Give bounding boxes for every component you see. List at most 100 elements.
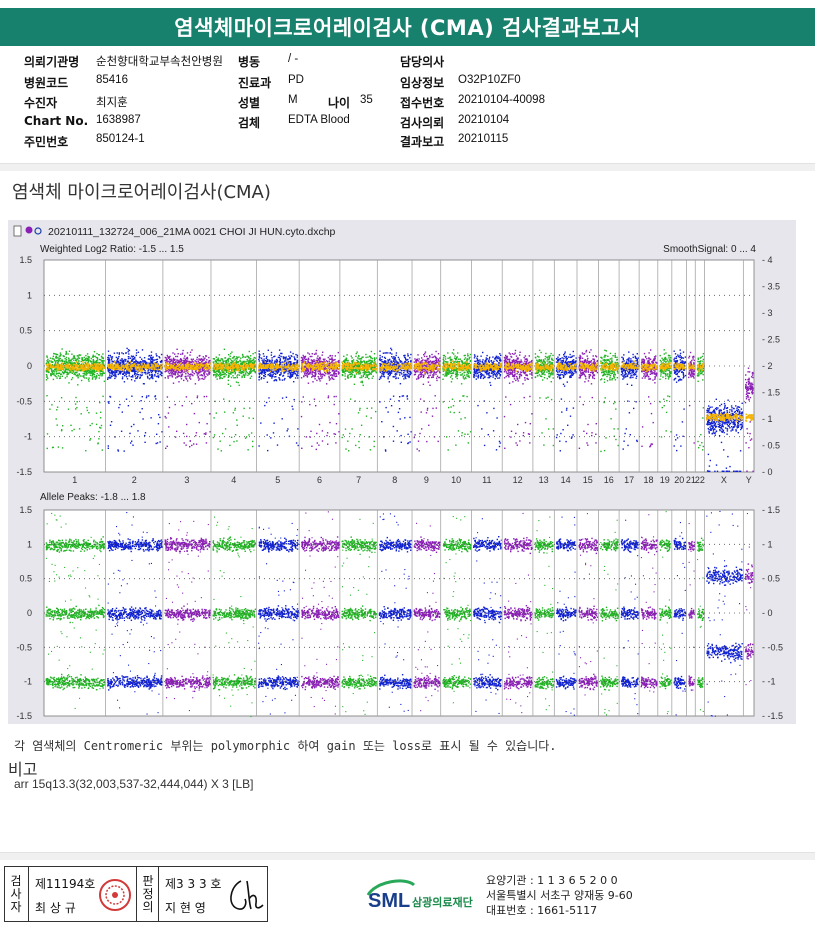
bottom-right-tick: - 0.5 — [762, 574, 780, 584]
female-icon — [25, 226, 33, 234]
chromosome-label-6: 6 — [317, 475, 322, 485]
top-right-tick: - 2 — [762, 361, 773, 371]
tester-label-char: 검 — [5, 874, 27, 888]
chromosome-label-21: 21 — [686, 475, 696, 485]
chromosome-label-4: 4 — [231, 475, 236, 485]
chromosome-label-7: 7 — [356, 475, 361, 485]
bottom-right-tick: - 0 — [762, 608, 773, 618]
label-department: 진료과 — [238, 74, 271, 91]
cma-plot: 20210111_132724_006_21MA 0021 CHOI JI HU… — [13, 225, 783, 721]
chromosome-label-5: 5 — [275, 475, 280, 485]
top-right-tick: - 2.5 — [762, 335, 780, 345]
top-left-tick: 0 — [27, 361, 32, 371]
top-right-tick: - 4 — [762, 255, 773, 265]
top-right-tick: - 1.5 — [762, 388, 780, 398]
chromosome-label-20: 20 — [674, 475, 684, 485]
label-patient: 수진자 — [24, 94, 57, 111]
chromosome-label-12: 12 — [513, 475, 523, 485]
bottom-left-tick: -1 — [24, 677, 32, 687]
top-left-tick: -1.5 — [16, 467, 32, 477]
handwritten-signature — [230, 880, 264, 910]
value-test-request: 20210104 — [458, 114, 509, 126]
info-row-2: 병원코드 85416 진료과 PD 임상정보 O32P10ZF0 — [0, 74, 815, 93]
top-left-tick: 1 — [27, 290, 32, 300]
seal-stamp — [99, 879, 131, 911]
bottom-right-tick: - -1 — [762, 677, 776, 687]
bottom-left-tick: 0 — [27, 608, 32, 618]
chromosome-label-14: 14 — [561, 475, 571, 485]
label-hospital-code: 병원코드 — [24, 74, 68, 91]
value-sex: M — [288, 94, 298, 106]
top-left-tick: 0.5 — [19, 326, 32, 336]
male-icon — [34, 227, 42, 235]
top-right-tick: - 0.5 — [762, 441, 780, 451]
org-code: 요양기관 : 1 1 3 6 5 2 0 0 — [486, 873, 633, 888]
label-ward: 병동 — [238, 53, 260, 70]
top-right-tick: - 3.5 — [762, 282, 780, 292]
info-row-4: Chart No. 1638987 검체 EDTA Blood 검사의뢰 202… — [0, 114, 815, 133]
value-age: 35 — [360, 94, 373, 106]
value-clinical-info: O32P10ZF0 — [458, 74, 521, 86]
section-title: 염색체 마이크로어레이검사(CMA) — [12, 178, 271, 204]
chromosome-label-11: 11 — [482, 475, 491, 485]
chromosome-label-2: 2 — [132, 475, 137, 485]
logo-org-name: 삼광의료재단 — [412, 895, 473, 909]
chromosome-label-X: X — [721, 475, 727, 485]
cma-plot-panel: 20210111_132724_006_21MA 0021 CHOI JI HU… — [8, 220, 796, 724]
chromosome-label-9: 9 — [424, 475, 429, 485]
value-resident-no: 850124-1 — [96, 133, 145, 145]
bottom-left-tick: -0.5 — [16, 642, 32, 652]
bottom-left-tick: 1.5 — [19, 505, 32, 515]
physician-license-no: 제3 3 3 호 — [165, 875, 221, 892]
logo-swoosh — [366, 879, 416, 896]
top-left-tick: 1.5 — [19, 255, 32, 265]
label-resident-no: 주민번호 — [24, 133, 68, 150]
chromosome-label-8: 8 — [392, 475, 397, 485]
top-plot-title: Weighted Log2 Ratio: -1.5 ... 1.5 — [40, 244, 184, 255]
tester-label-char: 사 — [5, 887, 27, 901]
bottom-right-tick: - -0.5 — [762, 642, 783, 652]
chromosome-label-1: 1 — [72, 475, 77, 485]
value-specimen: EDTA Blood — [288, 114, 350, 126]
physician-name: 지 현 영 — [165, 899, 206, 916]
value-ward: / - — [288, 53, 298, 65]
value-requesting-institution: 순천향대학교부속천안병원 — [96, 53, 223, 69]
remarks-text: arr 15q13.3(32,003,537-32,444,044) X 3 [… — [14, 777, 254, 791]
info-row-3: 수진자 최지훈 성별 M 나이 35 접수번호 20210104-40098 — [0, 94, 815, 113]
org-address: 서울특별시 서초구 양재동 9-60 — [486, 888, 633, 903]
value-patient: 최지훈 — [96, 94, 128, 110]
file-name: 20210111_132724_006_21MA 0021 CHOI JI HU… — [48, 226, 336, 238]
top-plot-right-title: SmoothSignal: 0 ... 4 — [663, 244, 756, 255]
chromosome-label-15: 15 — [583, 475, 593, 485]
org-phone: 대표번호 : 1661-5117 — [486, 903, 633, 918]
bottom-left-tick: -1.5 — [16, 711, 32, 721]
chromosome-label-10: 10 — [451, 475, 461, 485]
top-right-tick: - 0 — [762, 467, 773, 477]
tester-name: 최 상 규 — [35, 899, 76, 916]
label-receipt-no: 접수번호 — [400, 94, 444, 111]
sml-logo: SML 삼광의료재단 — [366, 875, 486, 921]
value-department: PD — [288, 74, 304, 86]
label-specimen: 검체 — [238, 114, 260, 131]
info-row-1: 의뢰기관명 순천향대학교부속천안병원 병동 / - 담당의사 — [0, 53, 815, 72]
bottom-right-tick: - 1.5 — [762, 505, 780, 515]
label-result-report: 결과보고 — [400, 133, 444, 150]
label-physician: 담당의사 — [400, 53, 444, 70]
label-requesting-institution: 의뢰기관명 — [24, 53, 79, 70]
report-title: 염색체마이크로어레이검사 (CMA) 검사결과보고서 — [0, 8, 815, 46]
label-test-request: 검사의뢰 — [400, 114, 444, 131]
file-icon — [13, 225, 22, 237]
top-left-tick: -0.5 — [16, 396, 32, 406]
chromosome-label-Y: Y — [746, 475, 752, 485]
tester-label-char: 자 — [5, 900, 27, 914]
bottom-right-tick: - -1.5 — [762, 711, 783, 721]
label-clinical-info: 임상정보 — [400, 74, 444, 91]
bottom-plot-title: Allele Peaks: -1.8 ... 1.8 — [40, 492, 146, 503]
chromosome-label-19: 19 — [660, 475, 670, 485]
bottom-right-tick: - 1 — [762, 539, 773, 549]
label-age: 나이 — [328, 94, 350, 111]
top-right-tick: - 3 — [762, 308, 773, 318]
tester-cell: 제11194호 최 상 규 — [29, 867, 137, 921]
